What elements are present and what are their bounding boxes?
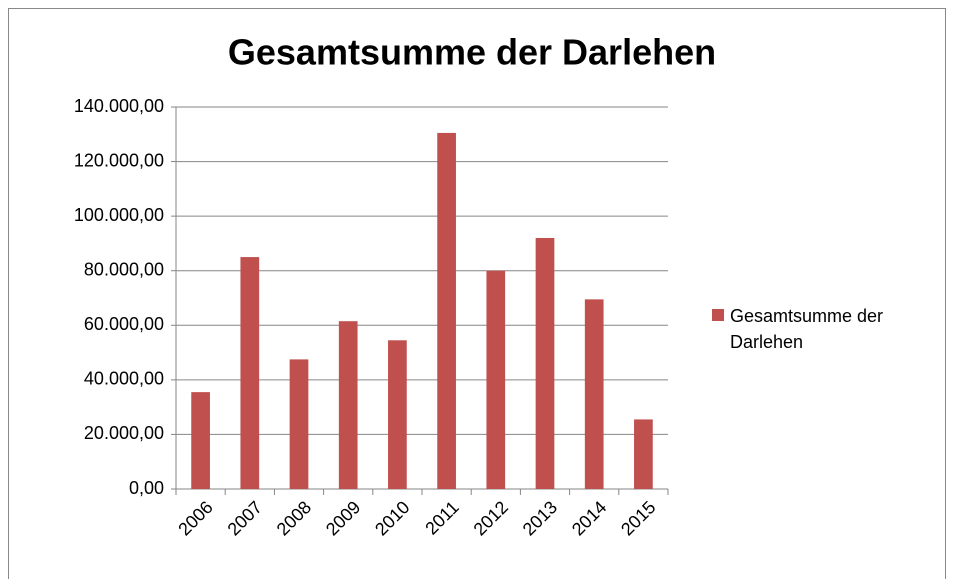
y-tick-label: 100.000,00 xyxy=(74,205,164,225)
bar xyxy=(240,257,260,489)
legend-swatch xyxy=(712,309,724,321)
chart-frame xyxy=(8,8,946,579)
y-tick-label: 60.000,00 xyxy=(84,314,164,334)
bar xyxy=(437,132,456,489)
bar xyxy=(535,237,555,489)
legend-label: Gesamtsumme der Darlehen xyxy=(730,306,884,352)
y-tick-label: 140.000,00 xyxy=(74,96,164,116)
bar xyxy=(338,321,358,489)
y-tick-label: 80.000,00 xyxy=(84,259,164,279)
bar xyxy=(584,299,604,489)
bar xyxy=(634,419,653,489)
chart-title: Gesamtsumme der Darlehen xyxy=(228,32,716,73)
legend: Gesamtsumme der Darlehen xyxy=(712,303,947,355)
bar xyxy=(388,340,407,489)
bar xyxy=(289,359,309,489)
y-tick-label: 0,00 xyxy=(129,478,164,498)
bar xyxy=(486,270,506,489)
y-tick-label: 20.000,00 xyxy=(84,423,164,443)
bar xyxy=(191,392,210,489)
y-tick-label: 40.000,00 xyxy=(84,369,164,389)
y-tick-label: 120.000,00 xyxy=(74,150,164,170)
